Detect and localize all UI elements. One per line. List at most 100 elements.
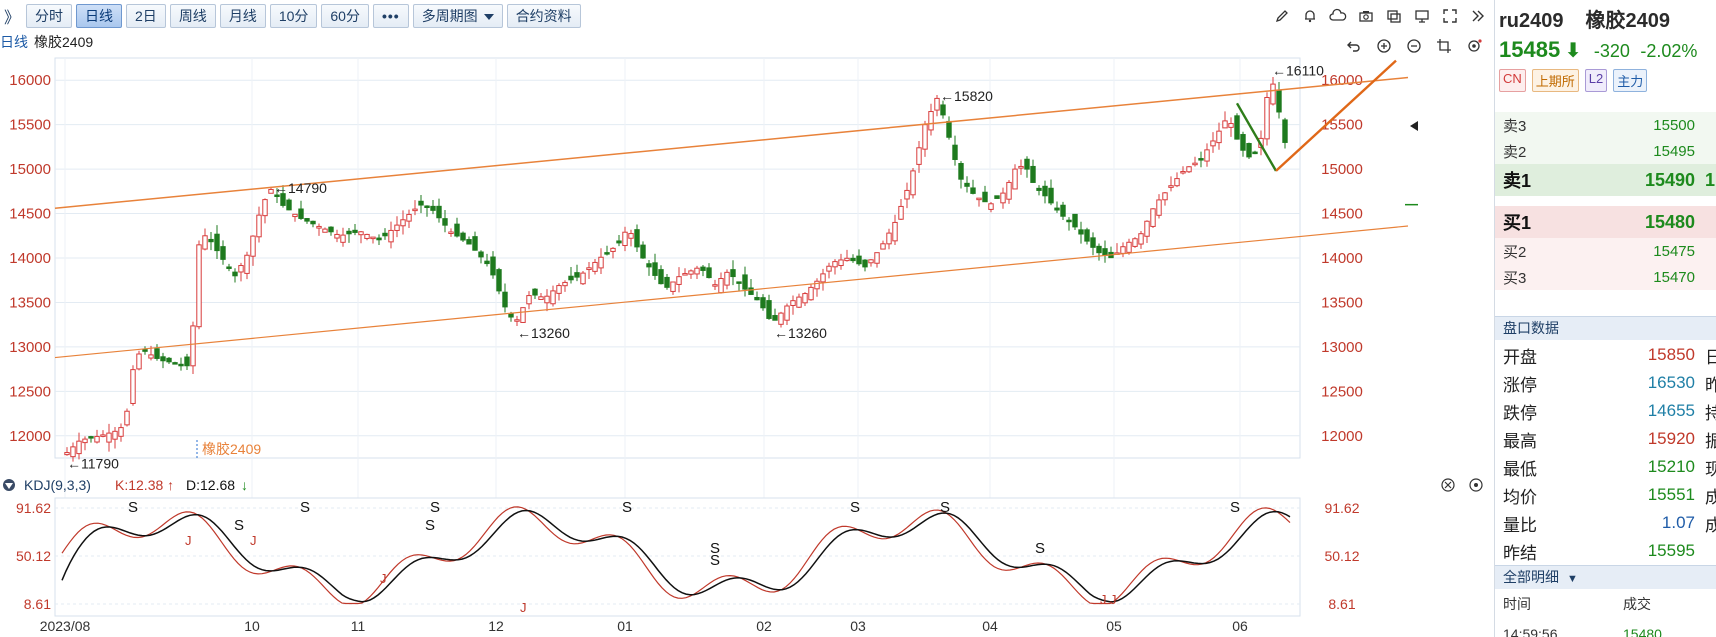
stats-header[interactable]: 盘口数据	[1495, 316, 1716, 340]
camera-icon[interactable]	[1354, 4, 1378, 28]
candle-body	[238, 265, 244, 273]
candle-body	[334, 233, 340, 239]
candle-body	[370, 236, 376, 240]
order-book-row[interactable]: 卖1 15490 1	[1495, 164, 1716, 196]
period-button-0[interactable]: 分时	[26, 4, 73, 28]
candle-body	[880, 243, 886, 250]
price-annotation: ←11790	[67, 455, 119, 471]
candle-body	[952, 144, 958, 160]
expand-sidebar-icon[interactable]: 》	[4, 10, 21, 27]
price-annotation: ←15820	[940, 88, 993, 104]
undo-icon[interactable]	[1342, 34, 1366, 58]
candle-body	[1084, 229, 1090, 242]
candle-body	[154, 348, 160, 359]
stats-label: 跌停	[1503, 403, 1537, 423]
candle-body	[988, 203, 994, 210]
order-book-row[interactable]: 卖2 15495	[1495, 138, 1716, 164]
y-tick-label-left: 12500	[9, 383, 51, 400]
order-book-row[interactable]: 买2 15475	[1495, 238, 1716, 264]
order-book-row[interactable]: 卖3 15500	[1495, 112, 1716, 138]
bell-icon[interactable]	[1298, 4, 1322, 28]
candle-body	[430, 205, 436, 211]
candle-body	[718, 278, 724, 294]
candle-body	[424, 205, 430, 208]
quote-tag[interactable]: 上期所	[1531, 69, 1579, 92]
y-tick-label-left: 12000	[9, 428, 51, 445]
candle-body	[1252, 151, 1258, 155]
kdj-close-icon[interactable]	[1441, 478, 1455, 492]
candle-body	[346, 230, 352, 235]
candle-body	[160, 356, 166, 362]
candle-body	[712, 284, 718, 287]
quote-tag[interactable]: L2	[1584, 69, 1608, 92]
order-level-label: 卖2	[1503, 143, 1527, 161]
zoom-in-icon[interactable]	[1372, 34, 1396, 58]
candle-body	[682, 273, 688, 276]
candle-body	[826, 265, 832, 272]
y-tick-label-right: 12000	[1321, 428, 1363, 445]
period-button-4[interactable]: 月线	[219, 4, 266, 28]
cloud-icon[interactable]	[1326, 4, 1350, 28]
down-arrow-icon: ⬇	[1564, 40, 1582, 62]
zoom-out-icon[interactable]	[1402, 34, 1426, 58]
monitor-icon[interactable]	[1410, 4, 1434, 28]
candle-body	[280, 193, 286, 206]
order-level-volume: 1	[1704, 169, 1715, 190]
candle-body	[1156, 199, 1162, 216]
multi-period-dropdown[interactable]: 多周期图	[412, 4, 503, 28]
period-button-2[interactable]: 2日	[126, 4, 166, 28]
candle-body	[136, 353, 142, 370]
candle-body	[670, 281, 676, 292]
candle-body	[382, 232, 388, 237]
order-level-price: 15470	[1653, 268, 1695, 286]
current-price-pointer	[1410, 121, 1418, 131]
candle-body	[1000, 192, 1006, 204]
order-book-row[interactable]: 买1 15480	[1495, 206, 1716, 238]
stats-tail-label: 日	[1705, 343, 1716, 368]
candle-body	[1234, 115, 1240, 140]
candle-body	[544, 295, 550, 304]
crop-icon[interactable]	[1432, 34, 1456, 58]
settings-icon[interactable]	[1462, 34, 1486, 58]
collapse-icon[interactable]	[1466, 4, 1490, 28]
candle-body	[406, 213, 412, 222]
candle-body	[994, 195, 1000, 199]
quote-tag[interactable]: CN	[1499, 69, 1526, 92]
kdj-name: KDJ(9,3,3)	[24, 477, 91, 493]
candle-body	[400, 219, 406, 227]
order-level-price: 15495	[1653, 142, 1695, 160]
order-book-gap	[1495, 196, 1716, 206]
candle-body	[88, 436, 94, 439]
kdj-signal-s: S	[710, 540, 720, 557]
kdj-signal-j: J	[1100, 592, 1107, 607]
period-button-6[interactable]: 60分	[321, 4, 369, 28]
order-book-row[interactable]: 买3 15470	[1495, 264, 1716, 290]
period-button-3[interactable]: 周线	[169, 4, 216, 28]
detail-header[interactable]: 全部明细 ▼	[1495, 565, 1716, 589]
quote-panel: ru2409 橡胶2409 15485 ⬇ -320 -2.02% CN 上期所 L2…	[1494, 0, 1716, 637]
candle-body	[1054, 207, 1060, 211]
candle-body	[1018, 165, 1024, 169]
kdj-settings-icon[interactable]	[1469, 478, 1483, 492]
contract-info-button[interactable]: 合约资料	[506, 4, 581, 28]
y-tick-label-left: 13000	[9, 339, 51, 356]
pencil-icon[interactable]	[1270, 4, 1294, 28]
kdj-signal-s: S	[300, 499, 310, 516]
more-periods-button[interactable]: •••	[372, 4, 409, 28]
candle-body	[322, 228, 328, 233]
fullscreen-icon[interactable]	[1438, 4, 1462, 28]
period-button-1[interactable]: 日线	[76, 4, 123, 28]
order-level-label: 卖1	[1503, 171, 1532, 191]
candle-body	[106, 432, 112, 443]
candle-body	[1246, 143, 1252, 158]
period-button-5[interactable]: 10分	[269, 4, 318, 28]
x-tick-label: 03	[850, 618, 866, 634]
candle-body	[958, 163, 964, 180]
layout-icon[interactable]	[1382, 4, 1406, 28]
order-level-price: 15490	[1644, 169, 1695, 190]
y-tick-label-right: 13000	[1321, 339, 1363, 356]
candle-body	[412, 208, 418, 212]
drawn-green-line	[1235, 102, 1278, 172]
quote-tag[interactable]: 主力	[1613, 69, 1648, 92]
candle-body	[1264, 96, 1270, 140]
